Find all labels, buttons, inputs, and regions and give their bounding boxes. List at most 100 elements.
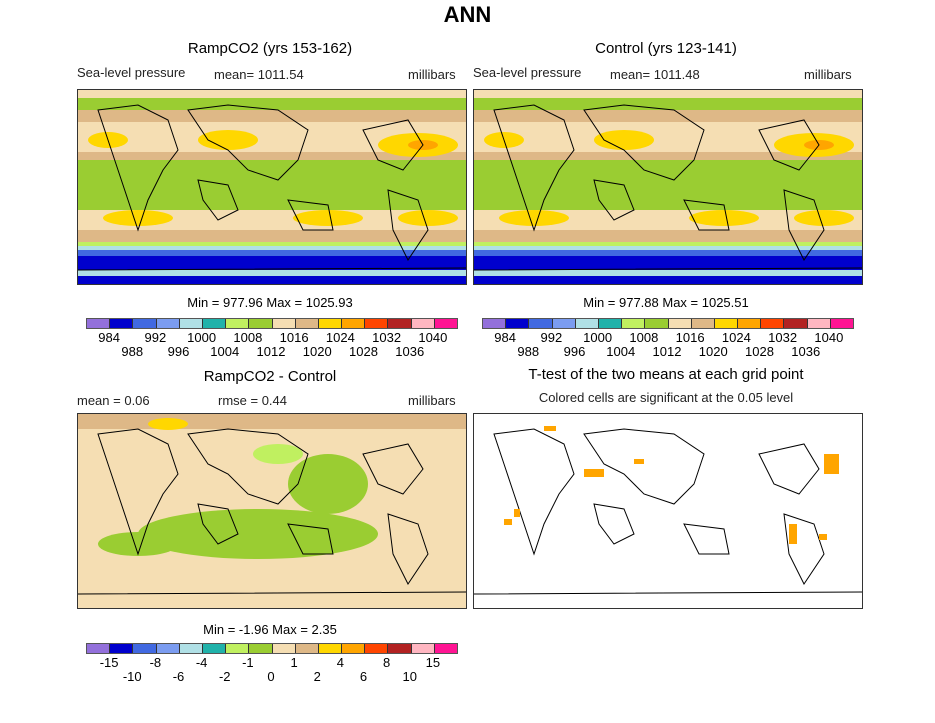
diff-rmse: rmse = 0.44	[218, 393, 288, 408]
colorbar-label: -1	[242, 655, 254, 670]
colorbar-swatch	[714, 319, 739, 328]
colorbar-swatch	[552, 319, 576, 328]
colorbar-label: 996	[167, 344, 190, 359]
control-colorbar-labels: 984 988 992 996 1000 1004 1008 1012 1016 1020 1024…	[482, 331, 852, 361]
colorbar-label: 1028	[349, 344, 378, 359]
contour-band	[474, 246, 862, 250]
ramp-minmax: Min = 977.96 Max = 1025.93	[187, 295, 353, 310]
colorbar-label: 10	[402, 669, 417, 684]
contour-band	[474, 250, 862, 256]
control-variable: Sea-level pressure	[473, 65, 582, 80]
high-pressure-region	[103, 210, 173, 226]
positive-anomaly-region	[98, 532, 178, 556]
colorbar-label: 988	[517, 344, 540, 359]
colorbar-swatch	[411, 644, 435, 653]
colorbar-label: 984	[494, 330, 516, 345]
significant-cells	[634, 459, 644, 464]
colorbar-swatch	[388, 319, 412, 328]
ttest-map	[473, 413, 863, 609]
colorbar-label: 15	[425, 655, 441, 670]
colorbar-swatch	[249, 319, 273, 328]
colorbar-label: 988	[121, 344, 144, 359]
colorbar-label: -2	[218, 669, 231, 684]
diff-colorbar	[86, 643, 458, 654]
colorbar-swatch	[179, 644, 203, 653]
colorbar-swatch	[249, 644, 273, 653]
colorbar-label: 1032	[768, 330, 798, 345]
significant-cells	[584, 469, 604, 477]
significant-cells	[504, 519, 512, 525]
colorbar-swatch	[411, 319, 435, 328]
colorbar-swatch	[738, 319, 762, 328]
colorbar-swatch	[156, 319, 180, 328]
colorbar-swatch	[365, 319, 389, 328]
control-minmax: Min = 977.88 Max = 1025.51	[583, 295, 749, 310]
colorbar-label: 1012	[256, 344, 286, 359]
colorbar-label: 1024	[325, 330, 355, 345]
contour-band	[78, 242, 466, 246]
colorbar-label: 1004	[210, 344, 240, 359]
contour-band	[78, 152, 466, 160]
high-pressure-region	[794, 210, 854, 226]
high-pressure-region	[689, 210, 759, 226]
contour-band	[474, 110, 862, 122]
control-units: millibars	[804, 67, 852, 82]
colorbar-swatch	[272, 319, 296, 328]
contour-band	[474, 210, 862, 230]
colorbar-label: 1016	[279, 330, 309, 345]
diff-minmax: Min = -1.96 Max = 2.35	[203, 622, 337, 637]
colorbar-label: 1032	[372, 330, 402, 345]
colorbar-label: 1036	[395, 344, 425, 359]
colorbar-label: 992	[540, 330, 563, 345]
contour-band	[474, 160, 862, 210]
colorbar-swatch	[575, 319, 599, 328]
control-title: Control (yrs 123-141)	[595, 40, 737, 57]
positive-anomaly-region	[253, 444, 303, 464]
contour-band	[78, 230, 466, 242]
contour-band	[474, 270, 862, 276]
diff-map	[77, 413, 467, 609]
colorbar-label: -15	[99, 655, 119, 670]
contour-band	[474, 90, 862, 98]
ramp-variable: Sea-level pressure	[77, 65, 186, 80]
colorbar-swatch	[388, 644, 412, 653]
colorbar-label: 1008	[629, 330, 659, 345]
ramp-colorbar-labels: 984 988 992 996 1000 1004 1008 1012 1016 1020 1024…	[86, 331, 456, 361]
colorbar-swatch	[295, 319, 319, 328]
contour-band	[474, 242, 862, 246]
high-pressure-region	[499, 210, 569, 226]
colorbar-label: 1024	[721, 330, 751, 345]
colorbar-swatch	[156, 644, 180, 653]
colorbar-swatch	[179, 319, 203, 328]
contour-band	[474, 230, 862, 242]
diff-title: RampCO2 - Control	[203, 368, 337, 385]
colorbar-label: 1012	[652, 344, 682, 359]
contour-band	[78, 90, 466, 98]
contour-band	[78, 270, 466, 276]
positive-anomaly-region	[148, 418, 188, 430]
colorbar-label: 1040	[418, 330, 448, 345]
colorbar-swatch	[529, 319, 553, 328]
colorbar-swatch	[272, 644, 296, 653]
significant-cells	[824, 454, 839, 474]
colorbar-swatch	[202, 319, 227, 328]
colorbar-label: 1020	[698, 344, 728, 359]
colorbar-swatch	[318, 644, 343, 653]
colorbar-swatch	[434, 644, 457, 653]
colorbar-swatch	[668, 319, 692, 328]
colorbar-swatch	[365, 644, 389, 653]
colorbar-swatch	[830, 319, 853, 328]
colorbar-swatch	[318, 319, 343, 328]
ramp-map	[77, 89, 467, 285]
colorbar-swatch	[598, 319, 623, 328]
colorbar-swatch	[622, 319, 646, 328]
contour-band	[78, 210, 466, 230]
colorbar-label: 1028	[745, 344, 774, 359]
colorbar-swatch	[691, 319, 715, 328]
colorbar-label: 1000	[583, 330, 613, 345]
colorbar-label: 992	[144, 330, 167, 345]
colorbar-label: 8	[383, 655, 391, 670]
contour-band	[474, 276, 862, 284]
significant-cells	[819, 534, 827, 540]
contour-band	[474, 256, 862, 270]
